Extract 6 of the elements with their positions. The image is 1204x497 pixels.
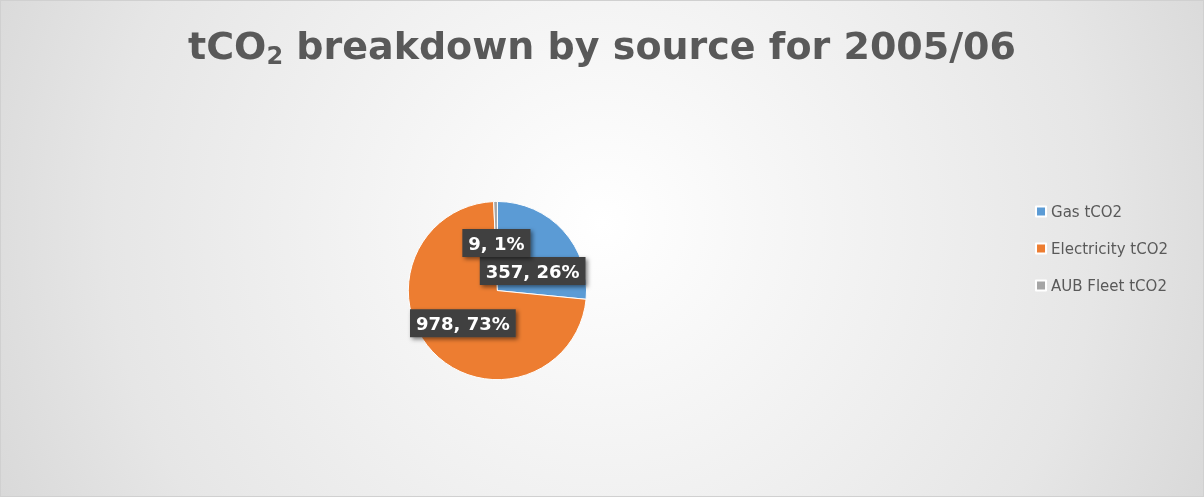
data-label: 9, 1%	[468, 232, 525, 254]
legend-label: Gas tCO2	[1051, 202, 1123, 221]
legend-label: AUB Fleet tCO2	[1051, 276, 1167, 295]
data-label: 357, 26%	[485, 260, 580, 282]
data-label: 978, 73%	[415, 312, 510, 334]
legend-label: Electricity tCO2	[1051, 239, 1168, 258]
